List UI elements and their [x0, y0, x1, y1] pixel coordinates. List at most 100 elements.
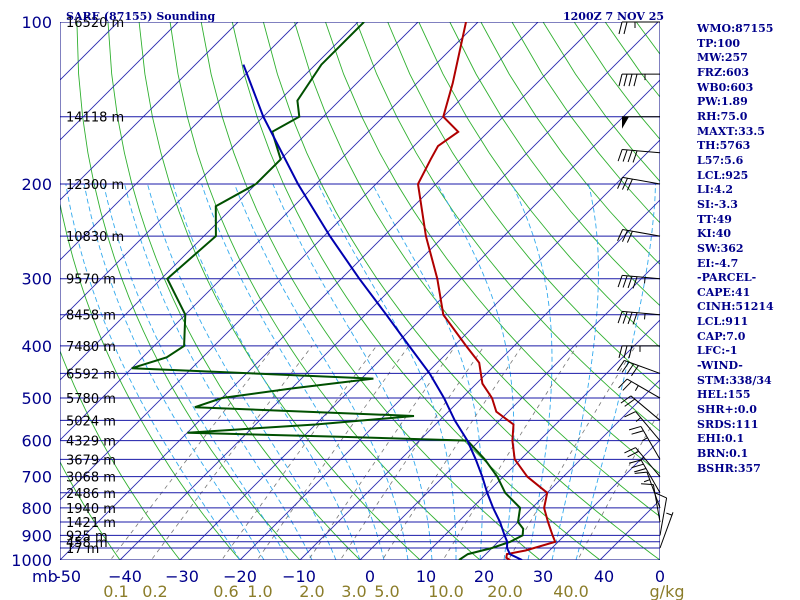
- wind-barb: [634, 471, 661, 509]
- pressure-label: 1000: [11, 551, 52, 570]
- mixing-ratio-line: [150, 345, 313, 560]
- mixing-ratio-line: [507, 345, 636, 560]
- pressure-label: 500: [21, 389, 52, 408]
- mixing-ratio-line: [577, 409, 660, 560]
- indices-panel: WMO:87155 TP:100 MW:257 FRZ:603 WB0:603 PW:1.…: [697, 22, 800, 476]
- barb-flag: [622, 275, 628, 288]
- height-label: 2486 m: [66, 487, 116, 502]
- wind-barb: [622, 116, 660, 129]
- barb-flag: [628, 345, 633, 359]
- dry-adiabat: [200, 22, 541, 560]
- pressure-label: 700: [21, 468, 52, 487]
- height-label: 10830 m: [66, 230, 124, 245]
- barb-half-flag: [643, 479, 650, 483]
- dry-adiabat: [231, 22, 601, 560]
- barb-staff: [646, 471, 661, 509]
- barb-staff: [624, 359, 661, 374]
- barb-flag: [632, 150, 638, 163]
- barb-flag: [627, 450, 640, 458]
- barb-half-flag: [666, 512, 673, 516]
- mixing-ratio-tick: 0.2: [142, 582, 167, 600]
- barb-flag: [618, 345, 623, 359]
- moist-adiabat: [436, 183, 515, 560]
- wind-barb: [659, 512, 674, 549]
- barb-flag: [618, 378, 628, 389]
- barb-flag: [618, 21, 623, 35]
- mixing-ratio-tick: 3.0: [341, 582, 366, 600]
- index-line: WB0:603: [697, 80, 754, 94]
- height-label: 5024 m: [66, 414, 116, 429]
- barb-staff: [659, 512, 674, 549]
- height-label: 6592 m: [66, 367, 116, 382]
- dry-adiabat: [262, 22, 660, 560]
- barb-flag: [634, 471, 648, 474]
- index-line: STM:338/34: [697, 373, 772, 387]
- height-label: 1421 m: [66, 516, 116, 531]
- barb-staff: [626, 378, 661, 399]
- dry-adiabat: [387, 22, 660, 390]
- mixing-ratio-tick: g/kg: [650, 582, 685, 600]
- moist-adiabat: [372, 183, 483, 560]
- mixing-ratio-tick: 0.6: [213, 582, 238, 600]
- isotherm: [479, 379, 660, 560]
- barb-flag: [628, 459, 642, 464]
- barb-flag: [620, 395, 632, 404]
- isotherm: [60, 22, 419, 381]
- index-line: CINH:51214: [697, 300, 774, 314]
- height-label: 5780 m: [66, 392, 116, 407]
- mixing-ratio-tick: 2.0: [299, 582, 324, 600]
- barb-flag: [622, 381, 632, 391]
- index-line: PW:1.89: [697, 95, 748, 109]
- barb-flag: [626, 178, 633, 191]
- dry-adiabat: [60, 460, 121, 560]
- isotherm: [60, 22, 179, 141]
- index-line: WMO:87155: [697, 22, 774, 35]
- height-label: 458 m: [66, 536, 108, 551]
- isotherm: [239, 139, 660, 560]
- barb-half-flag: [642, 437, 648, 442]
- wind-barb: [618, 378, 661, 399]
- index-line: EI:-4.7: [697, 256, 739, 270]
- dry-adiabat: [76, 22, 301, 560]
- barb-flag: [626, 231, 633, 243]
- index-line: LFC:-1: [697, 344, 738, 358]
- temperature-tick: 40: [594, 567, 614, 586]
- dry-adiabat: [418, 22, 660, 348]
- index-line: TH:5763: [697, 139, 751, 153]
- pressure-label: 100: [21, 13, 52, 32]
- barb-half-flag: [644, 277, 646, 284]
- index-line: TP:100: [697, 36, 741, 50]
- mixing-ratio-tick: 40.0: [553, 582, 589, 600]
- index-line: LCL:925: [697, 168, 749, 182]
- barb-flag: [617, 311, 623, 324]
- barb-staff: [622, 274, 661, 280]
- barb-staff: [622, 176, 661, 185]
- barb-half-flag: [634, 385, 639, 391]
- barb-staff: [640, 459, 661, 494]
- pressure-label: 300: [21, 270, 52, 289]
- index-line: KI:40: [697, 227, 732, 241]
- mixing-ratio-line: [308, 345, 456, 560]
- index-line: -WIND-: [697, 359, 743, 373]
- dry-adiabat: [60, 201, 241, 560]
- isotherm: [60, 22, 239, 201]
- index-line: BSHR:357: [697, 461, 761, 475]
- barb-half-flag: [635, 417, 642, 422]
- barb-flag: [622, 149, 628, 162]
- index-line: RH:75.0: [697, 109, 748, 123]
- barb-staff: [622, 229, 661, 237]
- height-label: 12300 m: [66, 178, 124, 193]
- parcel-trace: [242, 64, 523, 560]
- wind-barb: [618, 21, 660, 35]
- barb-flag: [627, 150, 633, 163]
- moist-adiabat: [103, 183, 289, 560]
- temperature-tick: 0: [655, 567, 665, 586]
- height-label: 17 m: [66, 542, 99, 557]
- isotherm: [60, 22, 479, 441]
- wind-barb: [618, 73, 660, 87]
- barb-half-flag: [644, 313, 646, 320]
- dry-adiabat: [480, 22, 660, 265]
- chart-lines: [60, 22, 660, 560]
- barb-flag: [624, 398, 636, 407]
